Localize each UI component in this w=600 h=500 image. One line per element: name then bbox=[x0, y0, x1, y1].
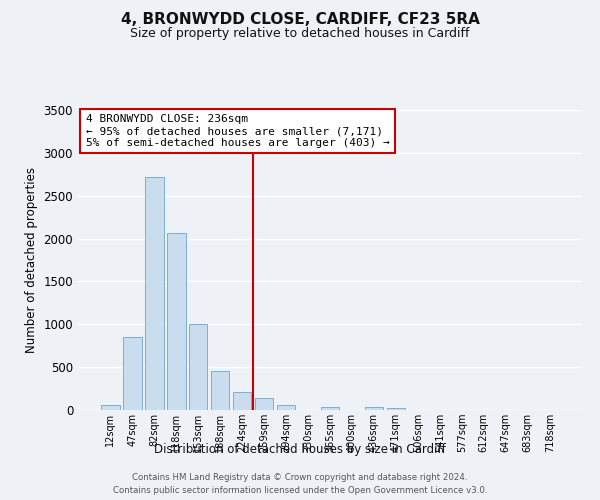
Bar bbox=[123, 337, 142, 410]
Bar bbox=[189, 324, 208, 410]
Text: Distribution of detached houses by size in Cardiff: Distribution of detached houses by size … bbox=[154, 442, 446, 456]
Bar bbox=[145, 177, 164, 410]
Text: Size of property relative to detached houses in Cardiff: Size of property relative to detached ho… bbox=[130, 28, 470, 40]
Text: 4 BRONWYDD CLOSE: 236sqm
← 95% of detached houses are smaller (7,171)
5% of semi: 4 BRONWYDD CLOSE: 236sqm ← 95% of detach… bbox=[86, 114, 389, 148]
Bar bbox=[386, 408, 405, 410]
Bar bbox=[167, 234, 185, 410]
Bar bbox=[211, 370, 229, 410]
Bar bbox=[365, 408, 383, 410]
Bar bbox=[233, 392, 251, 410]
Text: 4, BRONWYDD CLOSE, CARDIFF, CF23 5RA: 4, BRONWYDD CLOSE, CARDIFF, CF23 5RA bbox=[121, 12, 479, 28]
Text: Contains public sector information licensed under the Open Government Licence v3: Contains public sector information licen… bbox=[113, 486, 487, 495]
Bar bbox=[255, 398, 274, 410]
Bar bbox=[320, 408, 340, 410]
Bar bbox=[101, 406, 119, 410]
Text: Contains HM Land Registry data © Crown copyright and database right 2024.: Contains HM Land Registry data © Crown c… bbox=[132, 472, 468, 482]
Y-axis label: Number of detached properties: Number of detached properties bbox=[25, 167, 38, 353]
Bar bbox=[277, 406, 295, 410]
